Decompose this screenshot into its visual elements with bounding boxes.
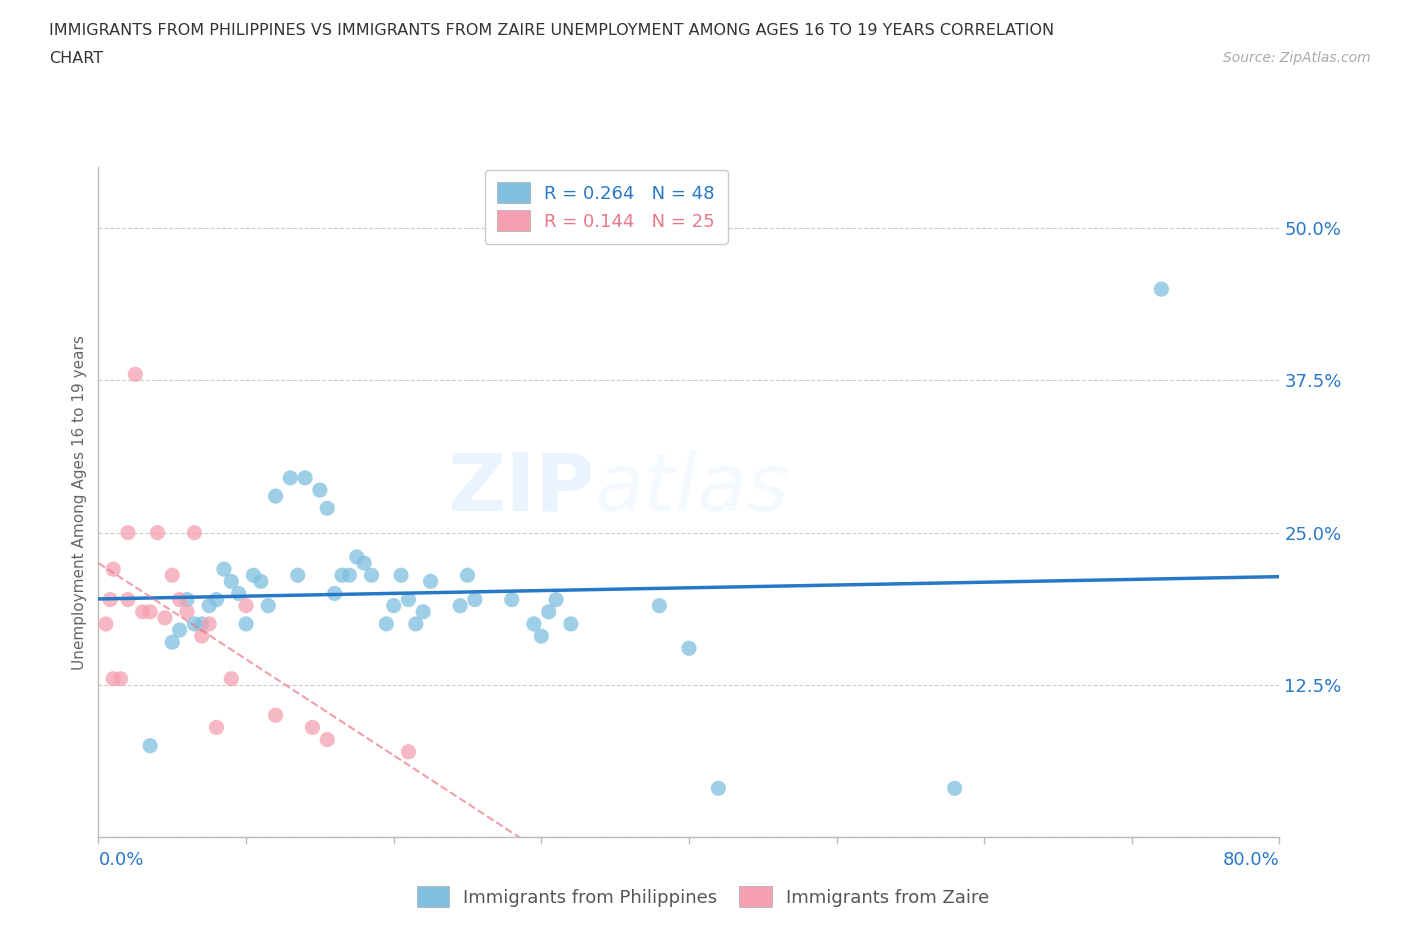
Point (382, 598, 405, 613)
Point (544, 592, 567, 607)
Point (153, 610, 176, 625)
Y-axis label: Unemployment Among Ages 16 to 19 years: Unemployment Among Ages 16 to 19 years (72, 335, 87, 670)
Point (346, 550, 368, 565)
Point (316, 732, 339, 747)
Point (375, 617, 398, 631)
Point (176, 592, 198, 607)
Point (169, 592, 191, 607)
Point (943, 781, 966, 796)
Point (316, 501, 339, 516)
Point (98, 592, 121, 607)
Point (648, 598, 671, 613)
Point (146, 525, 169, 540)
Point (169, 622, 191, 637)
Point (419, 574, 441, 589)
Point (117, 592, 139, 607)
Point (449, 598, 471, 613)
Point (389, 568, 412, 583)
Point (323, 586, 346, 601)
Point (396, 744, 419, 759)
Point (278, 471, 302, 485)
Point (205, 592, 228, 607)
Point (250, 574, 273, 589)
Text: atlas: atlas (595, 450, 789, 528)
Point (198, 598, 221, 613)
Point (1150, 282, 1173, 297)
Point (198, 617, 221, 631)
Point (353, 555, 375, 570)
Point (103, 671, 125, 686)
Point (242, 568, 264, 583)
Point (301, 720, 323, 735)
Point (191, 617, 214, 631)
Point (219, 574, 242, 589)
Point (405, 617, 427, 631)
Point (124, 367, 146, 382)
Text: ZIP: ZIP (447, 450, 595, 528)
Point (110, 671, 132, 686)
Legend: Immigrants from Philippines, Immigrants from Zaire: Immigrants from Philippines, Immigrants … (408, 877, 998, 916)
Point (396, 592, 419, 607)
Point (412, 604, 434, 619)
Point (117, 525, 139, 540)
Point (162, 568, 183, 583)
Text: CHART: CHART (49, 51, 103, 66)
Point (360, 568, 382, 583)
Text: 80.0%: 80.0% (1223, 851, 1279, 869)
Point (309, 483, 332, 498)
Point (530, 629, 553, 644)
Point (205, 720, 228, 735)
Legend: R = 0.264   N = 48, R = 0.144   N = 25: R = 0.264 N = 48, R = 0.144 N = 25 (485, 170, 728, 244)
Point (257, 598, 280, 613)
Point (287, 568, 309, 583)
Point (264, 488, 287, 503)
Point (228, 586, 250, 601)
Point (183, 617, 205, 631)
Point (94, 617, 117, 631)
Point (294, 471, 316, 485)
Point (678, 641, 700, 656)
Point (162, 635, 183, 650)
Point (212, 562, 235, 577)
Point (176, 604, 198, 619)
Text: 0.0%: 0.0% (98, 851, 143, 869)
Point (337, 568, 360, 583)
Point (501, 592, 523, 607)
Point (707, 781, 730, 796)
Point (132, 604, 155, 619)
Point (191, 629, 214, 644)
Point (464, 592, 486, 607)
Point (456, 568, 478, 583)
Point (537, 604, 560, 619)
Point (219, 671, 242, 686)
Point (330, 568, 353, 583)
Text: IMMIGRANTS FROM PHILIPPINES VS IMMIGRANTS FROM ZAIRE UNEMPLOYMENT AMONG AGES 16 : IMMIGRANTS FROM PHILIPPINES VS IMMIGRANT… (49, 23, 1054, 38)
Text: Source: ZipAtlas.com: Source: ZipAtlas.com (1223, 51, 1371, 65)
Point (560, 617, 582, 631)
Point (139, 738, 162, 753)
Point (235, 598, 257, 613)
Point (523, 617, 546, 631)
Point (264, 708, 287, 723)
Point (235, 617, 257, 631)
Point (139, 604, 162, 619)
Point (183, 525, 205, 540)
Point (103, 562, 125, 577)
